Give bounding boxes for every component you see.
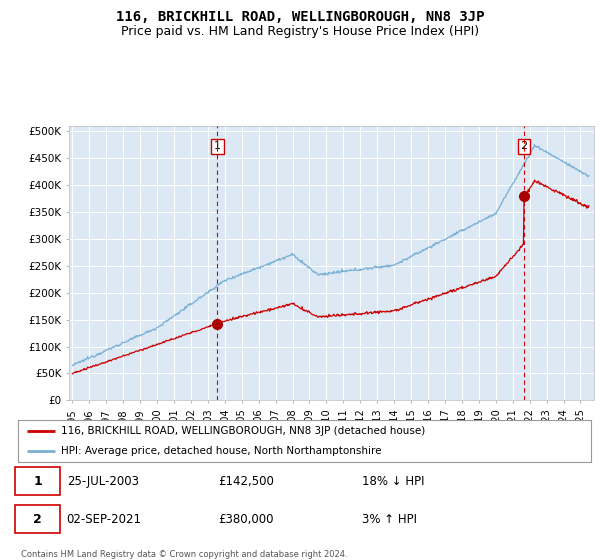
Text: £142,500: £142,500 [218, 474, 274, 488]
FancyBboxPatch shape [15, 467, 60, 495]
FancyBboxPatch shape [15, 505, 60, 533]
Text: 2: 2 [33, 513, 42, 526]
Text: HPI: Average price, detached house, North Northamptonshire: HPI: Average price, detached house, Nort… [61, 446, 382, 456]
Text: Price paid vs. HM Land Registry's House Price Index (HPI): Price paid vs. HM Land Registry's House … [121, 25, 479, 38]
Text: £380,000: £380,000 [218, 513, 274, 526]
Text: 02-SEP-2021: 02-SEP-2021 [67, 513, 142, 526]
Text: 18% ↓ HPI: 18% ↓ HPI [362, 474, 424, 488]
Text: 116, BRICKHILL ROAD, WELLINGBOROUGH, NN8 3JP: 116, BRICKHILL ROAD, WELLINGBOROUGH, NN8… [116, 10, 484, 24]
Text: Contains HM Land Registry data © Crown copyright and database right 2024.
This d: Contains HM Land Registry data © Crown c… [21, 550, 347, 560]
Text: 3% ↑ HPI: 3% ↑ HPI [362, 513, 417, 526]
Text: 2: 2 [520, 142, 527, 151]
Text: 1: 1 [33, 474, 42, 488]
Text: 1: 1 [214, 142, 221, 151]
Text: 116, BRICKHILL ROAD, WELLINGBOROUGH, NN8 3JP (detached house): 116, BRICKHILL ROAD, WELLINGBOROUGH, NN8… [61, 426, 425, 436]
Text: 25-JUL-2003: 25-JUL-2003 [67, 474, 139, 488]
